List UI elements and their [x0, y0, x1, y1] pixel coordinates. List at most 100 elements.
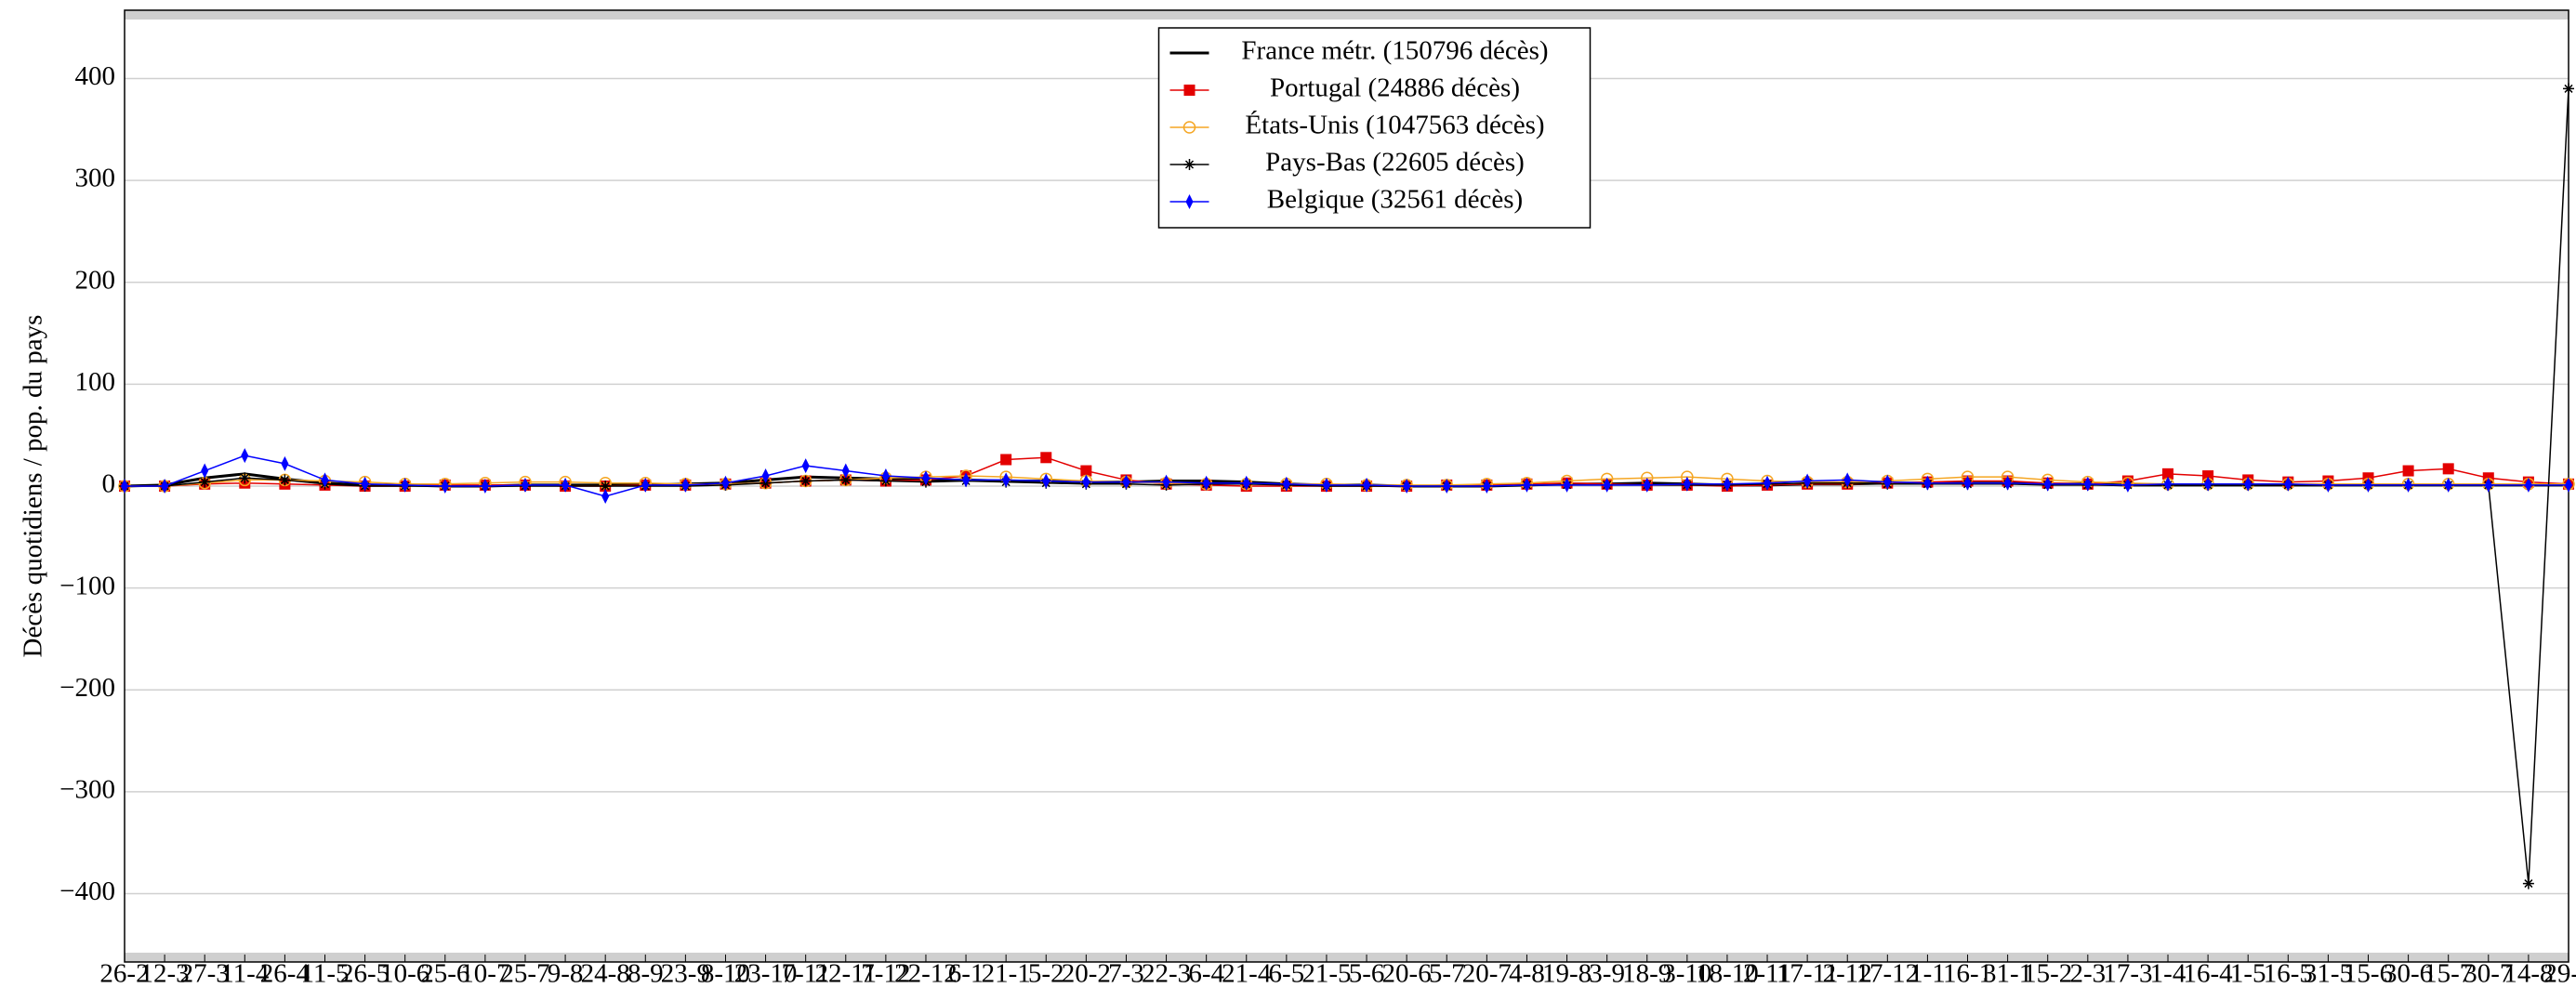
- marker: [1803, 473, 1812, 489]
- marker: [401, 477, 409, 493]
- marker: [1242, 475, 1250, 491]
- marker: [1523, 477, 1531, 493]
- marker: [841, 463, 850, 479]
- x-tick-label: 19-8: [1542, 959, 1592, 988]
- y-tick-label: 100: [75, 367, 116, 397]
- x-tick-label: 21-4: [1222, 959, 1272, 988]
- x-tick-label: 21-5: [1301, 959, 1351, 988]
- x-tick-label: 24-8: [581, 959, 630, 988]
- marker: [1183, 85, 1196, 96]
- marker: [1202, 475, 1210, 491]
- marker: [799, 475, 812, 487]
- marker: [1923, 475, 1932, 491]
- marker: [1563, 477, 1571, 493]
- x-tick-label: 17-11: [1777, 959, 1839, 988]
- marker: [600, 481, 612, 492]
- legend-label: États-Unis (1047563 décès): [1245, 110, 1544, 140]
- marker: [1963, 475, 1972, 491]
- series-line: [125, 454, 2569, 497]
- x-tick-label: 16-5: [2264, 959, 2313, 988]
- x-tick-label: 7-11: [782, 959, 830, 988]
- marker: [962, 472, 971, 488]
- x-tick-label: 6-5: [1269, 959, 1305, 988]
- marker: [239, 472, 251, 484]
- marker: [1683, 476, 1691, 492]
- marker: [1403, 479, 1411, 494]
- marker: [241, 448, 249, 464]
- x-tick-label: 17-12: [1856, 959, 1919, 988]
- x-tick-label: 26-5: [340, 959, 390, 988]
- marker: [2123, 477, 2132, 493]
- marker: [2083, 476, 2092, 492]
- marker: [1363, 477, 1371, 493]
- marker: [1042, 473, 1050, 489]
- legend: France métr. (150796 décès) Portugal (248…: [1157, 27, 1592, 229]
- marker: [1723, 476, 1731, 492]
- x-tick-label: 5-2: [1028, 959, 1064, 988]
- marker: [481, 479, 489, 494]
- marker: [1122, 474, 1130, 490]
- marker: [801, 458, 810, 474]
- x-tick-label: 7-3: [1108, 959, 1144, 988]
- legend-label: Belgique (32561 décès): [1267, 185, 1523, 215]
- plot-band: [125, 10, 2569, 20]
- x-tick-label: 5-6: [1349, 959, 1385, 988]
- y-axis-label: Décès quotidiens / pop. du pays: [19, 315, 48, 658]
- x-tick-label: 18-9: [1622, 959, 1671, 988]
- marker: [1764, 475, 1772, 491]
- x-tick-label: 15-2: [2023, 959, 2072, 988]
- x-tick-label: 27-3: [180, 959, 230, 988]
- y-tick-label: −200: [59, 673, 115, 703]
- x-tick-label: 20-7: [1462, 959, 1512, 988]
- marker: [2563, 83, 2574, 95]
- x-tick-label: 22-11: [814, 959, 877, 988]
- marker: [1843, 472, 1852, 488]
- marker: [601, 488, 610, 504]
- marker: [921, 470, 930, 486]
- x-tick-label: 15-6: [2344, 959, 2393, 988]
- x-tick-label: 8-10: [701, 959, 750, 988]
- x-tick-label: 23-9: [661, 959, 710, 988]
- x-tick-label: 16-1: [1943, 959, 1992, 988]
- x-tick-label: 3-9: [1589, 959, 1625, 988]
- marker: [2164, 476, 2173, 492]
- x-tick-label: 11-5: [300, 959, 349, 988]
- marker: [1182, 121, 1196, 134]
- marker: [321, 472, 329, 488]
- marker: [2162, 468, 2174, 480]
- marker: [1643, 477, 1651, 493]
- x-tick-label: 25-6: [420, 959, 469, 988]
- x-tick-label: 23-10: [734, 959, 798, 988]
- marker: [1080, 465, 1092, 477]
- legend-label: France métr. (150796 décès): [1241, 36, 1548, 66]
- x-tick-label: 20-6: [1382, 959, 1432, 988]
- x-tick-label: 2-3: [2069, 959, 2106, 988]
- marker: [1185, 194, 1194, 209]
- marker: [1040, 452, 1052, 464]
- marker: [2043, 476, 2052, 492]
- marker: [1322, 477, 1330, 493]
- x-tick-label: 8-9: [627, 959, 664, 988]
- marker: [2442, 463, 2454, 475]
- marker: [2244, 476, 2252, 492]
- marker: [2565, 477, 2572, 493]
- x-tick-label: 14-8: [2503, 959, 2553, 988]
- marker: [561, 477, 570, 493]
- legend-box: [1157, 27, 1592, 229]
- marker: [1183, 159, 1196, 170]
- x-tick-label: 7-12: [861, 959, 910, 988]
- marker: [641, 477, 650, 493]
- marker: [161, 479, 169, 494]
- x-tick-label: 11-4: [220, 959, 270, 988]
- x-tick-label: 30-7: [2464, 959, 2513, 988]
- marker: [2522, 877, 2534, 889]
- marker: [2524, 477, 2532, 493]
- x-tick-label: 1-5: [2230, 959, 2266, 988]
- marker: [1483, 479, 1491, 494]
- y-tick-label: 400: [75, 61, 116, 91]
- marker: [1002, 472, 1011, 488]
- marker: [839, 474, 852, 486]
- x-tick-label: 18-10: [1696, 959, 1759, 988]
- marker: [681, 477, 690, 493]
- y-tick-label: 300: [75, 164, 116, 193]
